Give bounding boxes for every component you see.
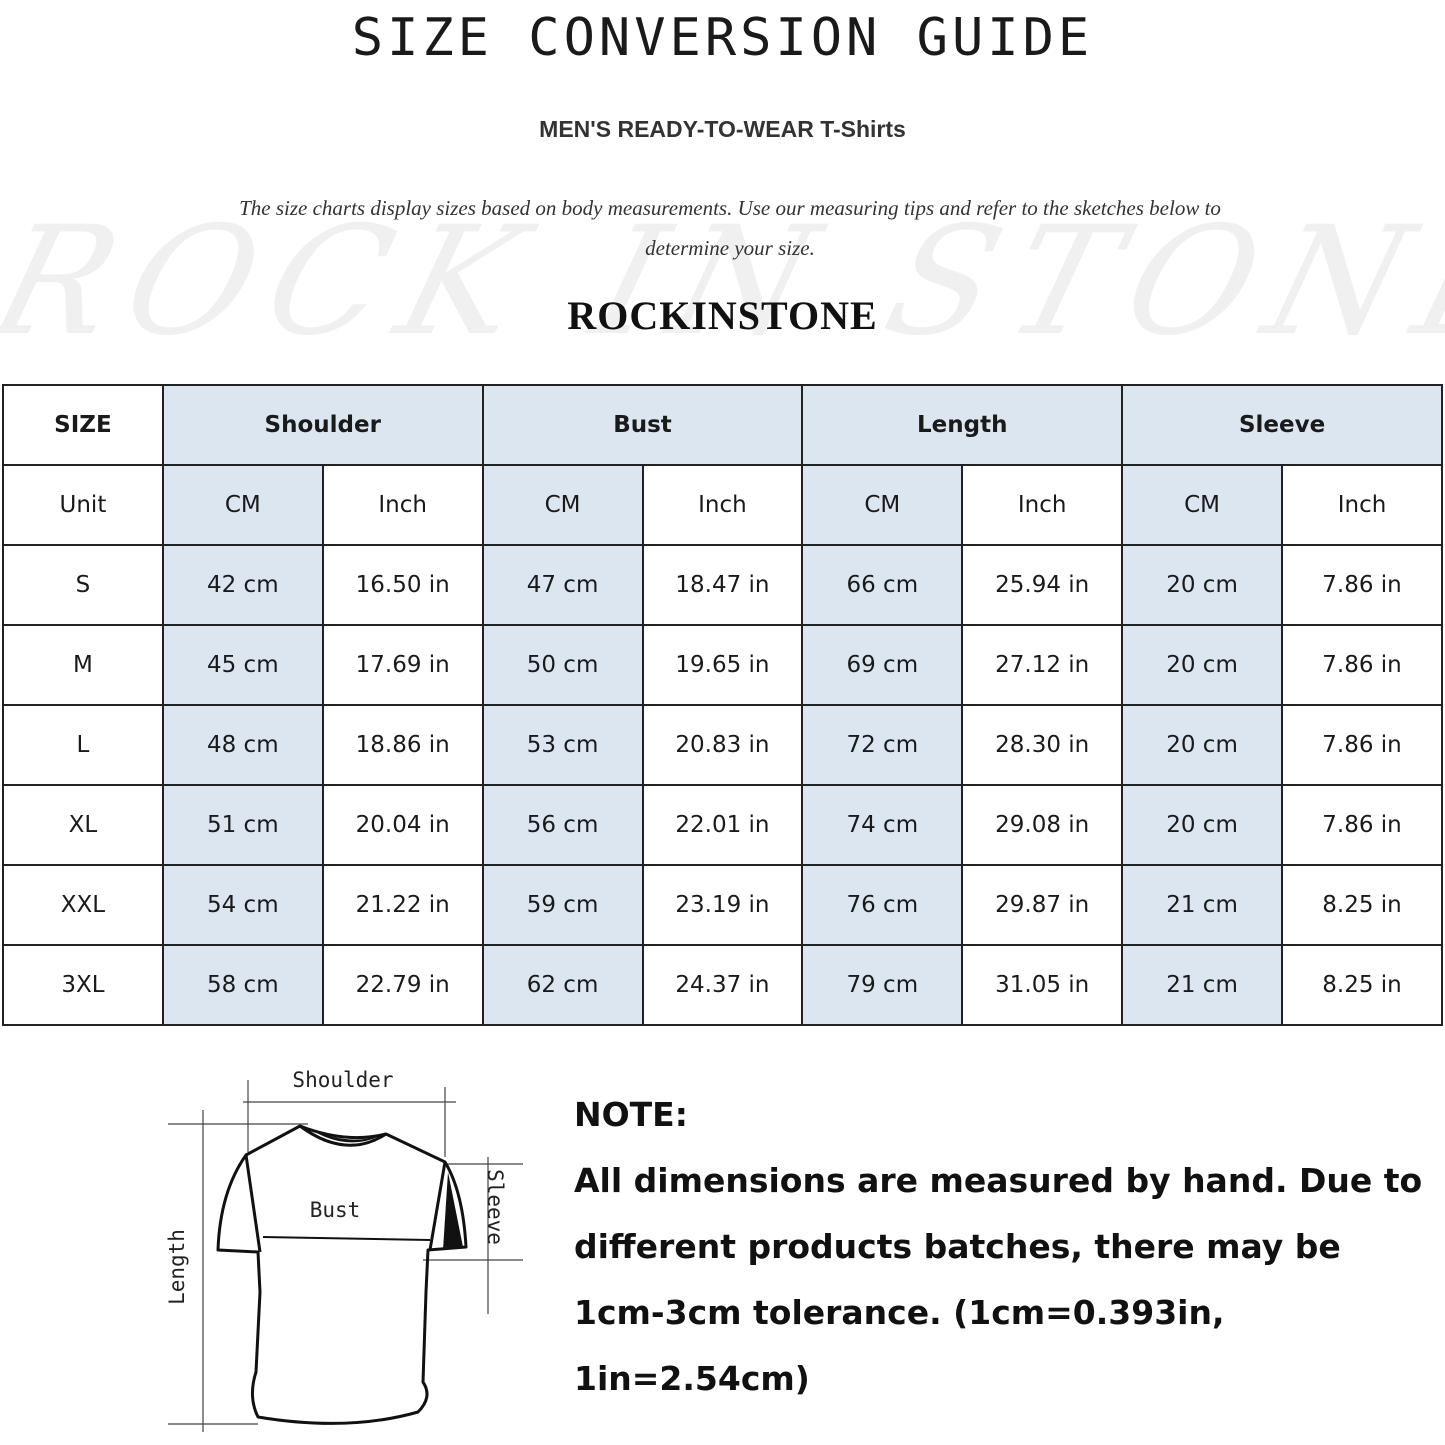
measurement-cell: 29.08 in <box>961 784 1124 866</box>
measurement-cell: 28.30 in <box>961 704 1124 786</box>
measurement-cell: 24.37 in <box>641 944 804 1026</box>
measurement-cell: 21 cm <box>1121 944 1283 1026</box>
measurement-cell: 22.79 in <box>321 944 484 1026</box>
measurement-cell: 45 cm <box>161 624 324 706</box>
measurement-cell: 22.01 in <box>641 784 804 866</box>
measurement-cell: 27.12 in <box>961 624 1124 706</box>
measurement-cell: 56 cm <box>481 784 644 866</box>
measurement-cell: 79 cm <box>801 944 964 1026</box>
measurement-cell: 20.04 in <box>321 784 484 866</box>
measurement-cell: 18.86 in <box>321 704 484 786</box>
group-header-shoulder: Shoulder <box>161 384 484 466</box>
size-table: SIZE Shoulder Bust Length Sleeve Unit CM… <box>2 384 1443 1026</box>
measurement-cell: 8.25 in <box>1281 864 1443 946</box>
measurement-cell: 25.94 in <box>961 544 1124 626</box>
measurement-cell: 62 cm <box>481 944 644 1026</box>
measurement-cell: 47 cm <box>481 544 644 626</box>
measurement-cell: 48 cm <box>161 704 324 786</box>
page-title: SIZE CONVERSION GUIDE <box>351 8 1094 68</box>
measurement-cell: 20 cm <box>1121 624 1283 706</box>
unit-header: CM <box>1121 464 1283 546</box>
diagram-label-shoulder: Shoulder <box>292 1068 393 1092</box>
measurement-cell: 21.22 in <box>321 864 484 946</box>
unit-header: Inch <box>641 464 804 546</box>
note-line: different products batches, there may be <box>574 1227 1341 1266</box>
size-header: SIZE <box>2 384 164 466</box>
measurement-cell: 7.86 in <box>1281 704 1443 786</box>
unit-header-row: Unit CM Inch CM Inch CM Inch CM Inch <box>2 464 1443 546</box>
measurement-cell: 23.19 in <box>641 864 804 946</box>
tshirt-sketch-icon: Shoulder Bust Length Sleeve <box>165 1068 523 1432</box>
measurement-cell: 76 cm <box>801 864 964 946</box>
measurement-cell: 58 cm <box>161 944 324 1026</box>
table-row: 3XL 58 cm 22.79 in 62 cm 24.37 in 79 cm 31.05 … <box>2 944 1443 1026</box>
measurement-cell: 42 cm <box>161 544 324 626</box>
note-heading: NOTE: <box>574 1095 688 1134</box>
size-cell: 3XL <box>2 944 164 1026</box>
description: The size charts display sizes based on b… <box>239 196 1221 260</box>
group-header-length: Length <box>801 384 1124 466</box>
measurement-cell: 29.87 in <box>961 864 1124 946</box>
measurement-cell: 20 cm <box>1121 704 1283 786</box>
note-line: 1cm-3cm tolerance. (1cm=0.393in, 1in=2.5… <box>574 1293 1225 1398</box>
measurement-cell: 21 cm <box>1121 864 1283 946</box>
measurement-cell: 19.65 in <box>641 624 804 706</box>
measurement-cell: 66 cm <box>801 544 964 626</box>
measurement-cell: 69 cm <box>801 624 964 706</box>
measurement-cell: 7.86 in <box>1281 544 1443 626</box>
diagram-label-length: Length <box>165 1229 189 1305</box>
subtitle: MEN'S READY-TO-WEAR T-Shirts <box>539 116 906 142</box>
unit-header: CM <box>801 464 964 546</box>
size-cell: L <box>2 704 164 786</box>
unit-header: Inch <box>321 464 484 546</box>
measurement-cell: 51 cm <box>161 784 324 866</box>
measurement-cell: 17.69 in <box>321 624 484 706</box>
diagram-label-bust: Bust <box>310 1198 361 1222</box>
table-row: M 45 cm 17.69 in 50 cm 19.65 in 69 cm 27.12 in… <box>2 624 1443 706</box>
unit-header: CM <box>481 464 644 546</box>
size-cell: XL <box>2 784 164 866</box>
measurement-cell: 20.83 in <box>641 704 804 786</box>
measurement-cell: 50 cm <box>481 624 644 706</box>
size-cell: M <box>2 624 164 706</box>
table-row: XXL 54 cm 21.22 in 59 cm 23.19 in 76 cm 29.87 … <box>2 864 1443 946</box>
unit-header: CM <box>161 464 324 546</box>
note-block: NOTE: All dimensions are measured by han… <box>574 1082 1424 1412</box>
measurement-cell: 20 cm <box>1121 784 1283 866</box>
table-row: XL 51 cm 20.04 in 56 cm 22.01 in 74 cm 29.08 i… <box>2 784 1443 866</box>
measurement-cell: 7.86 in <box>1281 624 1443 706</box>
unit-header: Inch <box>961 464 1124 546</box>
table-row: S 42 cm 16.50 in 47 cm 18.47 in 66 cm 25.94 in… <box>2 544 1443 626</box>
measurement-cell: 54 cm <box>161 864 324 946</box>
unit-header: Inch <box>1281 464 1443 546</box>
measurement-cell: 18.47 in <box>641 544 804 626</box>
group-header-bust: Bust <box>481 384 804 466</box>
table-row: L 48 cm 18.86 in 53 cm 20.83 in 72 cm 28.30 in… <box>2 704 1443 786</box>
measurement-cell: 59 cm <box>481 864 644 946</box>
measurement-cell: 20 cm <box>1121 544 1283 626</box>
measurement-cell: 74 cm <box>801 784 964 866</box>
size-cell: XXL <box>2 864 164 946</box>
brand-name: ROCKINSTONE <box>567 293 878 338</box>
tshirt-measurement-diagram: Shoulder Bust Length Sleeve <box>148 1052 548 1440</box>
diagram-label-sleeve: Sleeve <box>483 1169 507 1245</box>
group-header-row: SIZE Shoulder Bust Length Sleeve <box>2 384 1443 466</box>
measurement-cell: 31.05 in <box>961 944 1124 1026</box>
measurement-cell: 8.25 in <box>1281 944 1443 1026</box>
measurement-cell: 53 cm <box>481 704 644 786</box>
measurement-cell: 7.86 in <box>1281 784 1443 866</box>
measurement-cell: 72 cm <box>801 704 964 786</box>
unit-label: Unit <box>2 464 164 546</box>
group-header-sleeve: Sleeve <box>1121 384 1443 466</box>
size-cell: S <box>2 544 164 626</box>
measurement-cell: 16.50 in <box>321 544 484 626</box>
note-line: All dimensions are measured by hand. Due… <box>574 1161 1423 1200</box>
